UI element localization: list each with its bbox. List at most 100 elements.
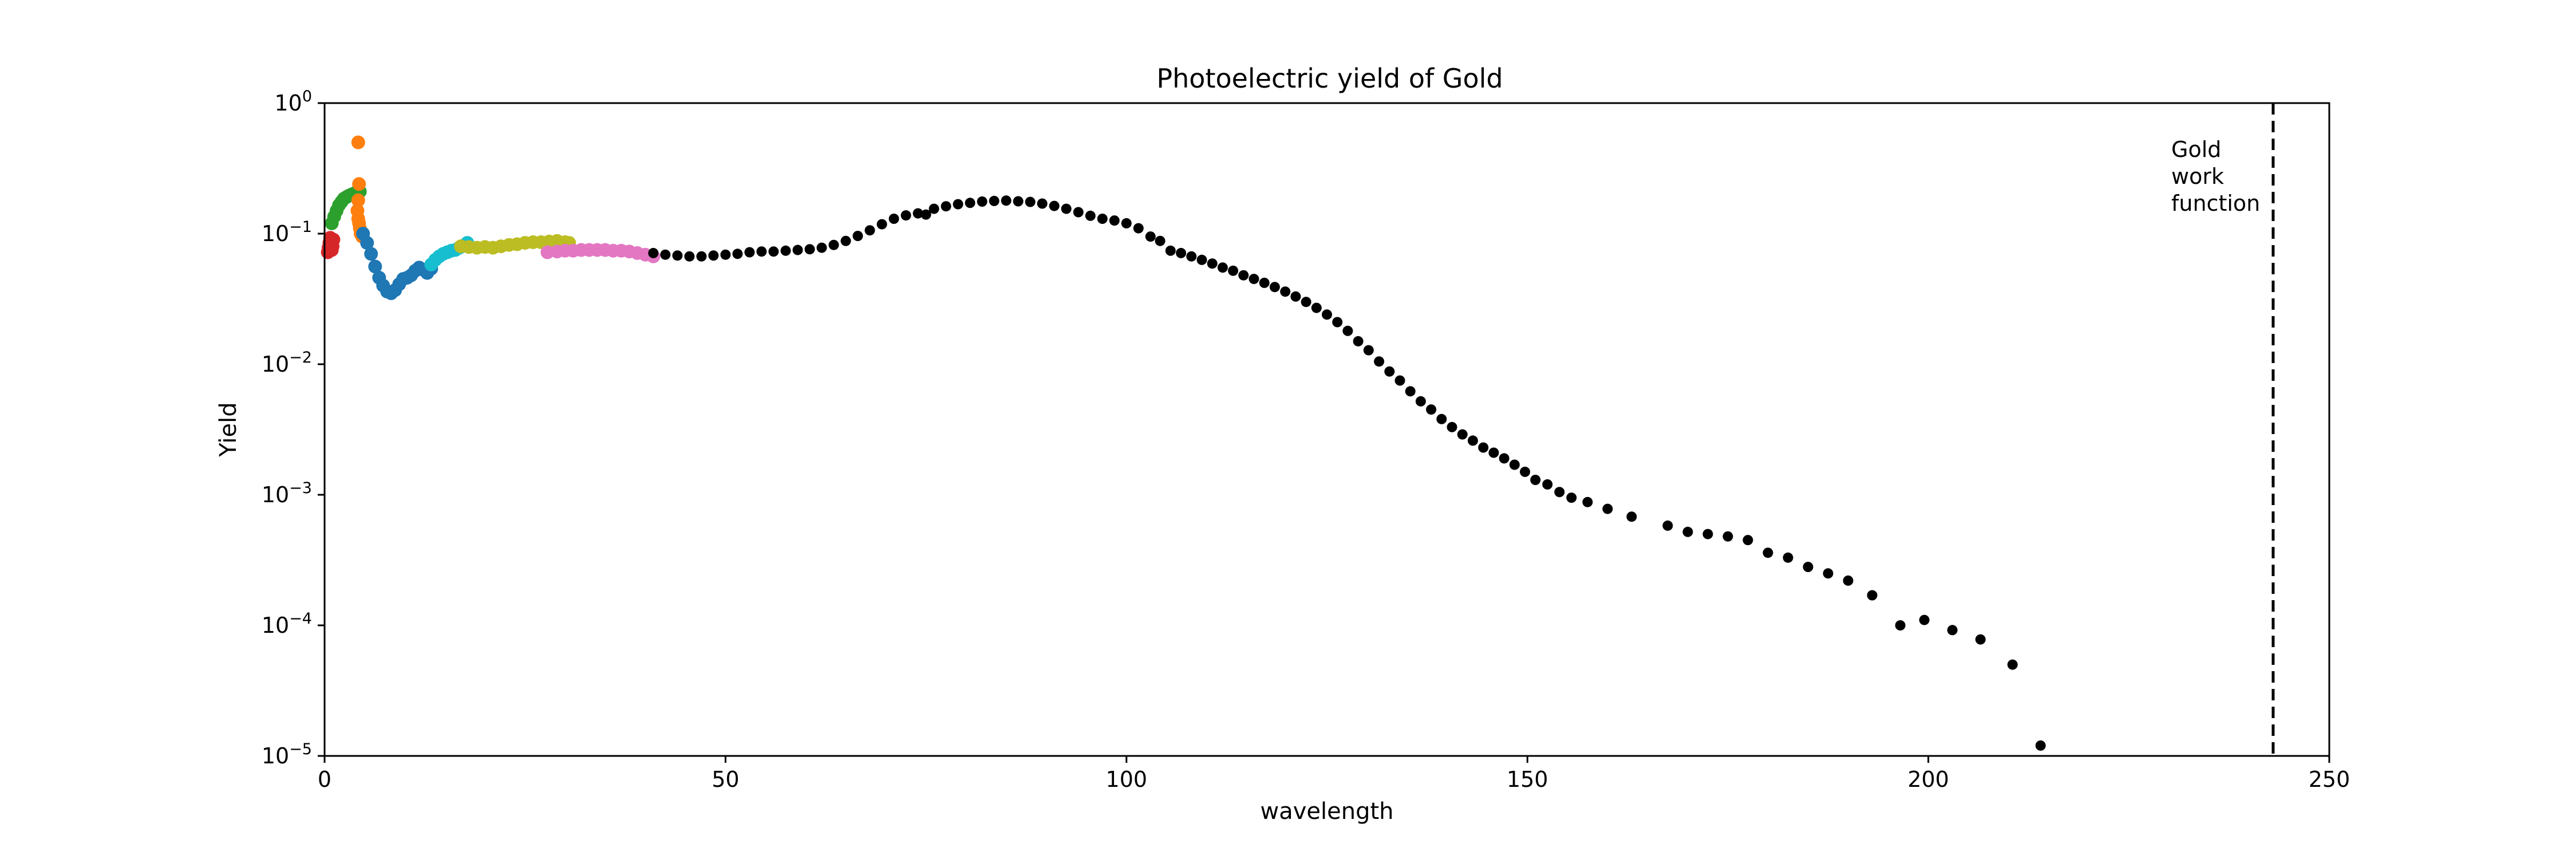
data-point	[756, 246, 767, 257]
data-point	[1722, 531, 1733, 542]
y-tick-label: 100	[274, 88, 312, 116]
x-axis-label: wavelength	[1260, 798, 1393, 825]
data-point	[920, 209, 931, 220]
data-point	[1582, 497, 1593, 507]
data-point	[1280, 286, 1291, 297]
y-tick-label: 10−4	[262, 610, 312, 638]
x-axis-ticks: 0 50 100 150 200 250	[318, 756, 2350, 792]
data-point	[888, 214, 899, 224]
data-point	[720, 249, 731, 260]
data-point	[1259, 277, 1270, 288]
data-points-layer	[321, 135, 2046, 751]
data-point	[1073, 207, 1084, 218]
data-point	[1803, 562, 1814, 572]
data-point	[708, 250, 719, 261]
data-point	[672, 250, 683, 261]
data-point	[1542, 479, 1553, 490]
data-point	[876, 219, 887, 230]
data-point	[1311, 302, 1322, 313]
data-point	[1488, 447, 1499, 458]
data-point	[1394, 375, 1405, 386]
annotation-line: function	[2171, 191, 2260, 216]
chart-title: Photoelectric yield of Gold	[1156, 63, 1503, 94]
y-tick-label: 10−3	[262, 479, 312, 507]
data-point	[1499, 453, 1510, 464]
data-point	[864, 225, 875, 236]
data-point	[660, 249, 671, 260]
data-point	[1145, 231, 1156, 242]
y-axis-label: Yield	[215, 402, 242, 457]
x-tick-label: 250	[2309, 767, 2350, 792]
y-tick-label: 10−2	[262, 349, 312, 377]
data-point	[900, 210, 911, 221]
annotation-line: Gold	[2171, 137, 2221, 162]
data-point	[1436, 413, 1447, 424]
data-point	[351, 135, 365, 149]
data-point	[1301, 297, 1311, 308]
data-point	[1217, 262, 1228, 273]
data-point	[2035, 740, 2046, 751]
data-point	[1763, 547, 1773, 558]
data-point	[989, 195, 999, 206]
data-point	[1109, 215, 1120, 226]
data-point	[1415, 396, 1426, 407]
data-point	[2007, 659, 2018, 670]
data-point	[1478, 442, 1489, 453]
data-point	[1269, 282, 1280, 293]
data-point	[1374, 356, 1385, 367]
data-point	[1447, 421, 1457, 432]
data-point	[1228, 265, 1239, 276]
data-point	[1509, 459, 1520, 470]
data-point	[648, 247, 659, 258]
data-point	[1919, 614, 1930, 625]
data-point	[1426, 404, 1437, 415]
data-point	[1013, 196, 1024, 207]
data-point	[941, 201, 951, 212]
data-point	[1037, 198, 1048, 209]
data-point	[1530, 475, 1541, 485]
data-point	[1207, 258, 1218, 269]
data-point	[780, 245, 791, 256]
plot-frame	[323, 102, 2330, 757]
data-point	[696, 251, 707, 262]
data-point	[1867, 590, 1878, 601]
data-point	[1155, 235, 1165, 246]
x-tick-label: 200	[1907, 767, 1949, 792]
annotation-line: work	[2171, 164, 2224, 189]
data-point	[732, 249, 743, 259]
data-point	[1133, 223, 1144, 234]
data-point	[1332, 317, 1343, 328]
data-point	[684, 251, 695, 262]
data-point	[1290, 291, 1301, 302]
data-point	[352, 177, 366, 191]
data-point	[1186, 251, 1197, 262]
data-point	[1457, 429, 1468, 440]
data-point	[1947, 625, 1958, 636]
data-point	[1566, 492, 1577, 503]
data-point	[351, 193, 365, 207]
y-tick-label: 10−5	[262, 740, 312, 769]
data-point	[1554, 487, 1565, 498]
data-point	[828, 239, 839, 250]
data-point	[768, 246, 779, 257]
data-point	[852, 231, 863, 241]
data-point	[1165, 245, 1176, 256]
data-point	[1743, 535, 1753, 546]
data-point	[929, 203, 939, 214]
x-tick-label: 150	[1507, 767, 1548, 792]
data-point	[840, 235, 851, 246]
series-6	[540, 243, 661, 263]
data-point	[1097, 214, 1108, 224]
data-point	[1823, 568, 1834, 579]
data-point	[1025, 196, 1036, 207]
data-point	[816, 242, 827, 253]
data-point	[1602, 503, 1613, 514]
x-tick-label: 100	[1106, 767, 1148, 792]
data-point	[1085, 210, 1096, 221]
data-point	[1975, 634, 1986, 645]
data-point	[1176, 247, 1187, 258]
data-point	[1682, 526, 1693, 537]
data-point	[1196, 254, 1207, 265]
y-axis-ticks: 10−5 10−4 10−3 10−2 10−1 100	[262, 88, 325, 769]
data-point	[1783, 552, 1793, 563]
